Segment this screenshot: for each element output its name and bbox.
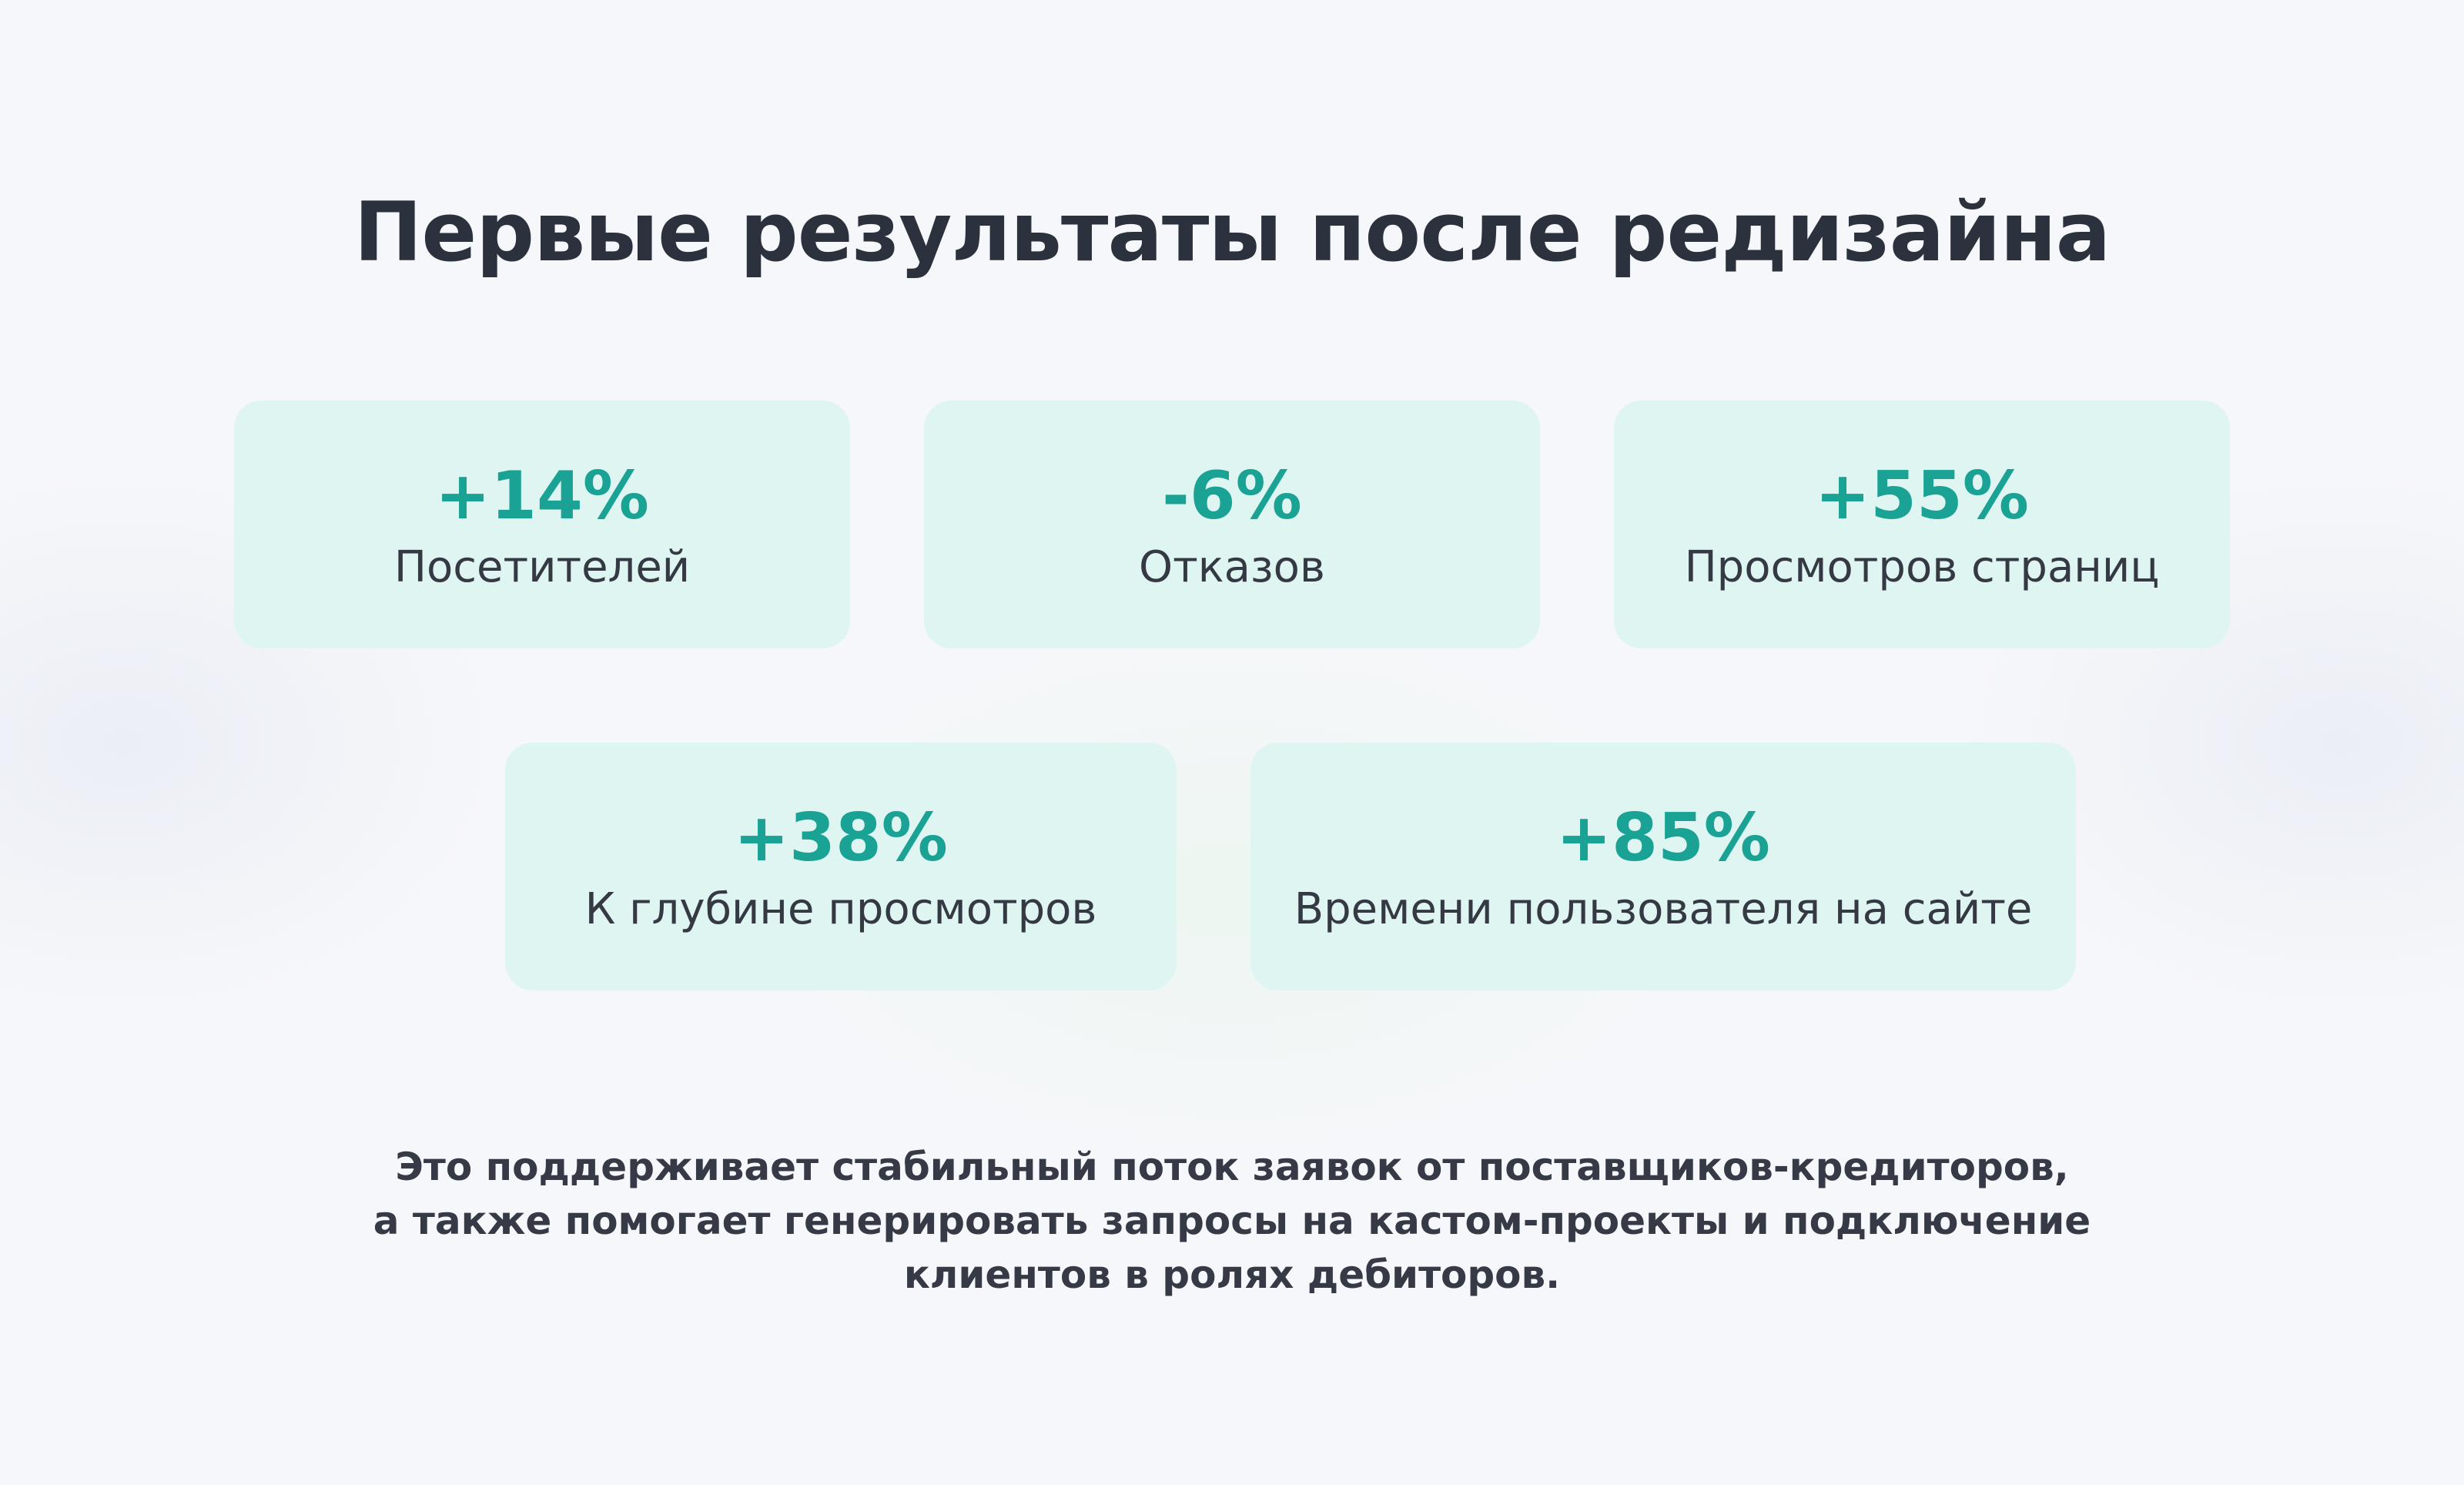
stat-label: Времени пользователя на сайте <box>1294 884 2033 934</box>
stat-card-bounces: -6% Отказов <box>924 401 1540 649</box>
stat-label: К глубине просмотров <box>584 884 1097 934</box>
stat-label: Просмотров страниц <box>1684 542 2160 592</box>
stat-label: Посетителей <box>393 542 691 592</box>
stat-value: +14% <box>435 458 649 535</box>
stat-value: +85% <box>1556 799 1770 877</box>
stat-value: +55% <box>1815 458 2029 535</box>
stat-value: +38% <box>734 799 948 877</box>
footer-description: Это поддерживает стабильный поток заявок… <box>0 1140 2464 1302</box>
footer-line: Это поддерживает стабильный поток заявок… <box>395 1145 2069 1189</box>
page-title: Первые результаты после редизайна <box>353 185 2111 280</box>
stat-label: Отказов <box>1139 542 1325 592</box>
stat-value: -6% <box>1162 458 1302 535</box>
footer-line: а также помогает генерировать запросы на… <box>373 1198 2091 1243</box>
stat-card-visitors: +14% Посетителей <box>234 401 850 649</box>
footer-line: клиентов в ролях дебиторов. <box>903 1252 1561 1297</box>
stat-card-page-views: +55% Просмотров страниц <box>1614 401 2230 649</box>
stat-card-time-on-site: +85% Времени пользователя на сайте <box>1250 742 2076 991</box>
stat-card-view-depth: +38% К глубине просмотров <box>505 742 1177 991</box>
